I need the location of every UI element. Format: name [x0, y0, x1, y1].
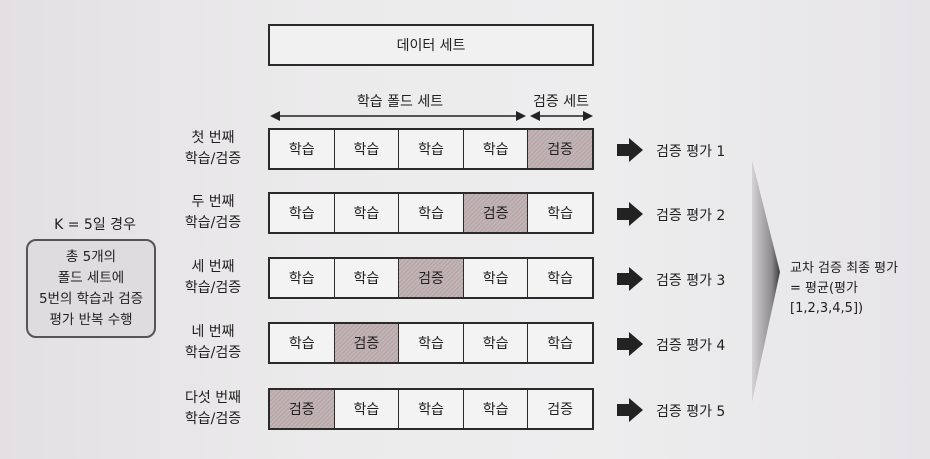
note-line: 5번의 학습과 검증: [38, 290, 144, 307]
validation-fold-cell: 검증: [270, 390, 335, 428]
row-2-label-line2: 학습/검증: [184, 215, 242, 231]
fold-row-1: 학습 학습 학습 학습 검증: [268, 128, 594, 170]
row-4-label-line1: 네 번째: [191, 324, 235, 340]
note-line: 총 5개의: [65, 248, 117, 265]
row-3-label-line2: 학습/검증: [184, 280, 242, 296]
row-1-label-line2: 학습/검증: [184, 151, 242, 167]
fold-cell: 학습: [399, 130, 464, 168]
val-set-dimension-arrow: [530, 111, 593, 121]
row-4-label-line2: 학습/검증: [184, 345, 242, 361]
fold-cell: 학습: [270, 259, 335, 297]
data-set-label: 데이터 세트: [396, 38, 466, 54]
row-label-3: 세 번째 학습/검증: [170, 257, 256, 299]
right-arrow-icon: [617, 138, 643, 162]
fold-cell: 학습: [399, 324, 464, 362]
row-5-label-line2: 학습/검증: [184, 411, 242, 427]
validation-fold-cell: 검증: [399, 259, 464, 297]
fold-cell: 학습: [464, 130, 529, 168]
row-label-5: 다섯 번째 학습/검증: [170, 388, 256, 430]
fold-cell: 학습: [464, 324, 529, 362]
data-set-box: 데이터 세트: [268, 24, 594, 66]
fold-cell: 학습: [464, 259, 529, 297]
val-set-label: 검증 세트: [533, 94, 589, 110]
fold-cell: 학습: [547, 206, 574, 222]
fold-cell: 학습: [399, 390, 464, 428]
final-evaluation-label: 교차 검증 최종 평가 = 평균(평가[1,2,3,4,5]): [790, 259, 930, 319]
note-box: 총 5개의 폴드 세트에 5번의 학습과 검증 평가 반복 수행: [26, 239, 156, 338]
fold-row-4: 학습 검증 학습 학습 학습: [268, 322, 594, 364]
fold-cell: 검증: [547, 402, 574, 418]
fold-cell: 학습: [335, 130, 400, 168]
row-2-label-line1: 두 번째: [191, 194, 235, 210]
fold-row-2: 학습 학습 학습 검증 학습: [268, 192, 594, 234]
row-5-label-line1: 다섯 번째: [185, 390, 241, 406]
note-line: 폴드 세트에: [57, 269, 125, 286]
fold-cell: 학습: [335, 390, 400, 428]
fold-cell: 학습: [270, 194, 335, 232]
row-label-4: 네 번째 학습/검증: [170, 322, 256, 364]
eval-label-4: 검증 평가 4: [656, 338, 726, 354]
fold-cell: 학습: [335, 194, 400, 232]
fold-cell: 학습: [270, 130, 335, 168]
fold-row-5: 검증 학습 학습 학습 검증: [268, 388, 594, 430]
fold-cell: 학습: [547, 336, 574, 352]
k-label: K = 5일 경우: [54, 217, 136, 233]
final-line: = 평균(평가[1,2,3,4,5]): [790, 281, 864, 316]
row-label-2: 두 번째 학습/검증: [170, 192, 256, 234]
train-fold-label: 학습 폴드 세트: [356, 94, 444, 110]
fold-cell: 학습: [547, 271, 574, 287]
row-3-label-line1: 세 번째: [191, 259, 235, 275]
validation-fold-cell: 검증: [334, 324, 400, 362]
row-label-1: 첫 번째 학습/검증: [170, 128, 256, 170]
right-arrow-icon: [617, 398, 643, 422]
train-fold-dimension-arrow: [270, 111, 526, 121]
eval-label-2: 검증 평가 2: [656, 208, 726, 224]
eval-label-5: 검증 평가 5: [656, 404, 726, 420]
fold-cell: 학습: [270, 324, 335, 362]
row-1-label-line1: 첫 번째: [191, 130, 235, 146]
right-arrow-icon: [617, 202, 643, 226]
eval-label-1: 검증 평가 1: [656, 144, 726, 160]
final-line: 교차 검증 최종 평가: [790, 261, 899, 276]
right-arrow-icon: [617, 332, 643, 356]
fold-row-3: 학습 학습 검증 학습 학습: [268, 257, 594, 299]
fold-cell: 학습: [335, 259, 400, 297]
validation-fold-cell: 검증: [528, 130, 592, 168]
eval-label-3: 검증 평가 3: [656, 273, 726, 289]
note-line: 평가 반복 수행: [49, 311, 133, 328]
validation-fold-cell: 검증: [463, 194, 529, 232]
fold-cell: 학습: [464, 390, 529, 428]
aggregate-chevron-icon: [752, 160, 780, 402]
right-arrow-icon: [617, 267, 643, 291]
fold-cell: 학습: [399, 194, 464, 232]
